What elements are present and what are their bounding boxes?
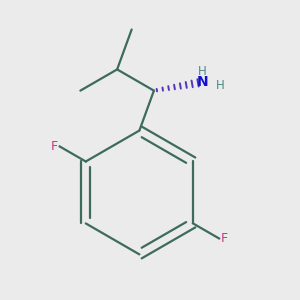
Text: H: H	[216, 80, 225, 92]
Text: H: H	[198, 64, 207, 77]
Text: F: F	[221, 232, 228, 245]
Text: N: N	[197, 75, 208, 89]
Text: F: F	[51, 140, 58, 153]
